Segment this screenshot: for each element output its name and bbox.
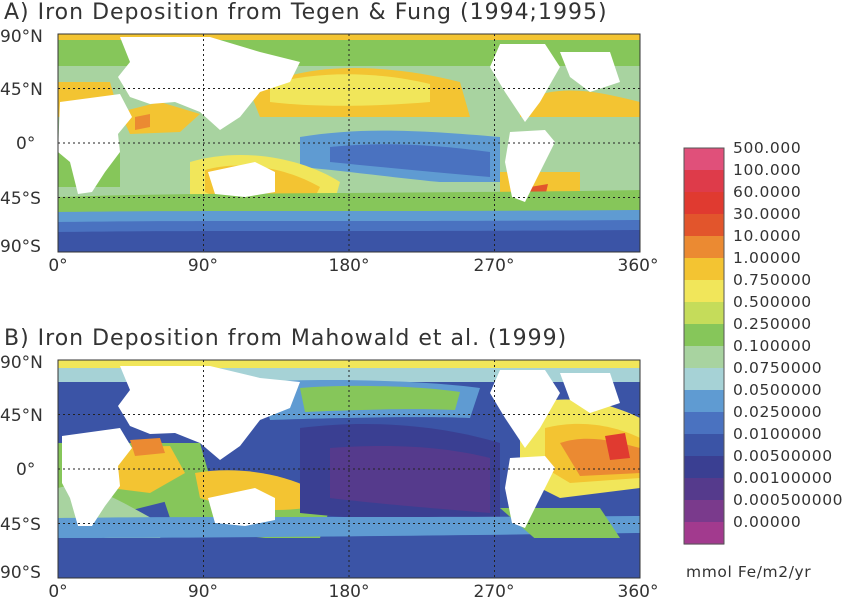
colorbar-swatch bbox=[684, 192, 724, 215]
colorbar-level-label: 10.0000 bbox=[733, 227, 802, 245]
colorbar-frame bbox=[683, 147, 725, 545]
colorbar-level-label: 30.0000 bbox=[733, 205, 802, 223]
panel-a-lat-label: 90°N bbox=[0, 27, 43, 47]
colorbar-level-label: 0.00000 bbox=[733, 513, 802, 531]
colorbar-swatches bbox=[684, 148, 724, 545]
colorbar-swatch bbox=[684, 390, 724, 413]
panel-b-lat-label: 45°N bbox=[0, 406, 43, 426]
panel-b-lon-label: 180° bbox=[329, 582, 370, 600]
panel-a-map: 90°N 45°N 0° 45°S 90°S 0° 90° 180° 270° … bbox=[0, 27, 659, 274]
colorbar-swatch bbox=[684, 456, 724, 479]
panel-b-lon-label: 360° bbox=[618, 582, 659, 600]
colorbar-swatch bbox=[684, 478, 724, 501]
panel-a-lon-label: 0° bbox=[48, 256, 67, 274]
panel-a-title: A) Iron Deposition from Tegen & Fung (19… bbox=[4, 0, 608, 25]
colorbar-swatch bbox=[684, 302, 724, 325]
colorbar-swatch bbox=[684, 324, 724, 347]
colorbar-level-label: 0.500000 bbox=[733, 293, 812, 311]
colorbar-level-label: 0.0750000 bbox=[733, 359, 823, 377]
colorbar-swatch bbox=[684, 346, 724, 369]
colorbar-swatch bbox=[684, 434, 724, 457]
panel-a-gridlines bbox=[58, 34, 640, 252]
colorbar-level-label: 0.250000 bbox=[733, 315, 812, 333]
panel-a-lon-label: 180° bbox=[329, 256, 370, 274]
panel-b-lat-label: 90°S bbox=[0, 563, 41, 583]
colorbar-level-label: 0.000500000 bbox=[733, 491, 844, 509]
panel-b-lon-label: 0° bbox=[48, 582, 67, 600]
panel-b-lat-label: 45°S bbox=[0, 515, 41, 535]
panel-b-lat-label: 0° bbox=[16, 460, 35, 480]
colorbar-units: mmol Fe/m2/yr bbox=[686, 563, 812, 581]
panel-a-lat-label: 45°N bbox=[0, 80, 43, 100]
panel-b-gridlines bbox=[58, 360, 640, 578]
panel-a-lon-label: 360° bbox=[618, 256, 659, 274]
panel-a-frame bbox=[57, 33, 641, 253]
panel-a-lon-label: 90° bbox=[188, 256, 218, 274]
colorbar-swatch bbox=[684, 170, 724, 193]
colorbar-level-label: 60.0000 bbox=[733, 183, 802, 201]
colorbar-swatch bbox=[684, 412, 724, 435]
panel-a-lat-label: 90°S bbox=[0, 237, 41, 257]
colorbar-level-label: 0.0500000 bbox=[733, 381, 823, 399]
colorbar-level-label: 100.000 bbox=[733, 161, 802, 179]
colorbar-level-label: 0.00100000 bbox=[733, 469, 833, 487]
colorbar-swatch bbox=[684, 280, 724, 303]
colorbar-swatch bbox=[684, 368, 724, 391]
colorbar-swatch bbox=[684, 258, 724, 281]
colorbar-swatch bbox=[684, 500, 724, 523]
panel-b-lon-label: 90° bbox=[188, 582, 218, 600]
colorbar-swatch bbox=[684, 214, 724, 237]
colorbar-level-label: 0.0100000 bbox=[733, 425, 823, 443]
panel-b-title: B) Iron Deposition from Mahowald et al. … bbox=[4, 326, 568, 351]
colorbar-swatch bbox=[684, 148, 724, 171]
colorbar-level-label: 0.00500000 bbox=[733, 447, 833, 465]
colorbar-level-label: 0.100000 bbox=[733, 337, 812, 355]
colorbar-swatch bbox=[684, 236, 724, 259]
colorbar-level-label: 0.750000 bbox=[733, 271, 812, 289]
colorbar-swatch bbox=[684, 522, 724, 545]
panel-b-lon-label: 270° bbox=[474, 582, 515, 600]
panel-b-frame bbox=[57, 359, 641, 579]
panel-a-lat-label: 45°S bbox=[0, 189, 41, 209]
panel-a-lat-label: 0° bbox=[16, 134, 35, 154]
colorbar bbox=[683, 147, 725, 545]
panel-b-map: 90°N 45°N 0° 45°S 90°S 0° 90° 180° 270° … bbox=[0, 353, 659, 600]
colorbar-level-label: 1.00000 bbox=[733, 249, 802, 267]
panel-a-lon-label: 270° bbox=[474, 256, 515, 274]
panel-b-lat-label: 90°N bbox=[0, 353, 43, 373]
colorbar-level-label: 500.000 bbox=[733, 139, 802, 157]
colorbar-level-label: 0.0250000 bbox=[733, 403, 823, 421]
